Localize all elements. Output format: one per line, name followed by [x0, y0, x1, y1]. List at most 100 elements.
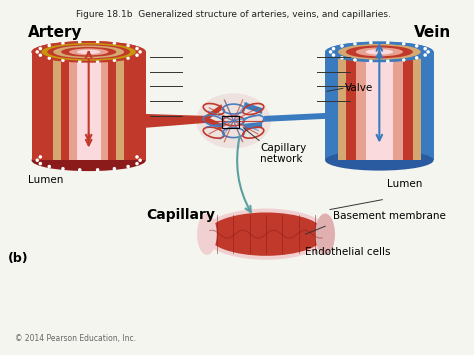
Circle shape [96, 149, 100, 152]
Circle shape [96, 40, 100, 44]
Circle shape [353, 42, 357, 45]
Circle shape [332, 47, 335, 50]
Circle shape [47, 56, 51, 60]
Circle shape [47, 56, 51, 60]
Circle shape [426, 50, 430, 54]
Circle shape [386, 59, 390, 63]
Polygon shape [264, 113, 325, 122]
Circle shape [96, 60, 100, 63]
Circle shape [78, 149, 82, 152]
Polygon shape [32, 52, 146, 160]
Polygon shape [77, 52, 100, 160]
Circle shape [47, 44, 51, 47]
Polygon shape [205, 116, 222, 130]
Circle shape [423, 47, 427, 50]
Circle shape [126, 56, 130, 60]
Ellipse shape [77, 50, 100, 54]
Circle shape [329, 50, 332, 54]
Circle shape [135, 47, 139, 50]
Ellipse shape [77, 50, 100, 54]
Circle shape [402, 42, 405, 45]
Circle shape [61, 59, 65, 62]
Ellipse shape [61, 47, 116, 57]
Ellipse shape [315, 213, 335, 255]
Ellipse shape [325, 42, 434, 62]
Polygon shape [61, 52, 116, 160]
Circle shape [126, 44, 130, 47]
Polygon shape [205, 104, 222, 122]
Circle shape [340, 44, 344, 48]
Ellipse shape [207, 213, 325, 256]
Circle shape [78, 60, 82, 63]
Circle shape [78, 40, 82, 44]
Circle shape [332, 53, 335, 57]
Circle shape [61, 150, 65, 154]
Ellipse shape [346, 45, 413, 58]
Ellipse shape [53, 45, 124, 58]
Circle shape [340, 56, 344, 60]
Circle shape [135, 47, 139, 50]
Polygon shape [346, 52, 413, 160]
Circle shape [353, 58, 357, 62]
Ellipse shape [356, 48, 403, 56]
Circle shape [423, 47, 427, 50]
Circle shape [353, 42, 357, 45]
Text: Vein: Vein [414, 25, 451, 40]
Circle shape [61, 42, 65, 45]
Circle shape [138, 50, 142, 54]
Bar [222, 116, 239, 128]
Polygon shape [69, 52, 109, 160]
Circle shape [38, 155, 42, 159]
Circle shape [113, 167, 116, 170]
Ellipse shape [202, 208, 330, 260]
Circle shape [135, 162, 139, 165]
Circle shape [38, 54, 42, 57]
Text: Endothelial cells: Endothelial cells [305, 247, 391, 257]
Polygon shape [338, 52, 421, 160]
Circle shape [402, 42, 405, 45]
Circle shape [423, 53, 427, 57]
Circle shape [78, 40, 82, 44]
Circle shape [38, 47, 42, 50]
Ellipse shape [32, 149, 146, 171]
Ellipse shape [325, 150, 434, 171]
Circle shape [402, 58, 405, 62]
Circle shape [38, 47, 42, 50]
Circle shape [423, 53, 427, 57]
Circle shape [415, 56, 419, 60]
Circle shape [113, 42, 116, 45]
Circle shape [135, 155, 139, 159]
Circle shape [36, 50, 39, 54]
Ellipse shape [365, 49, 393, 55]
Circle shape [78, 60, 82, 63]
Circle shape [415, 56, 419, 60]
Polygon shape [47, 52, 130, 160]
Circle shape [38, 54, 42, 57]
Circle shape [38, 162, 42, 165]
Text: Basement membrane: Basement membrane [333, 212, 446, 222]
Ellipse shape [196, 93, 271, 148]
Circle shape [126, 165, 130, 168]
Circle shape [138, 158, 142, 162]
Ellipse shape [197, 213, 217, 255]
Ellipse shape [41, 43, 136, 61]
Circle shape [332, 47, 335, 50]
Polygon shape [325, 52, 434, 160]
Polygon shape [146, 114, 207, 128]
Ellipse shape [41, 43, 136, 61]
Polygon shape [245, 122, 262, 130]
Ellipse shape [325, 42, 434, 62]
Circle shape [426, 50, 430, 54]
Circle shape [329, 50, 332, 54]
Circle shape [113, 59, 116, 62]
Text: (b): (b) [8, 252, 28, 265]
Circle shape [61, 59, 65, 62]
Circle shape [369, 41, 373, 44]
Circle shape [96, 60, 100, 63]
Polygon shape [53, 52, 124, 160]
Circle shape [402, 58, 405, 62]
Circle shape [126, 56, 130, 60]
Circle shape [369, 59, 373, 63]
Polygon shape [53, 52, 124, 160]
Circle shape [369, 41, 373, 44]
